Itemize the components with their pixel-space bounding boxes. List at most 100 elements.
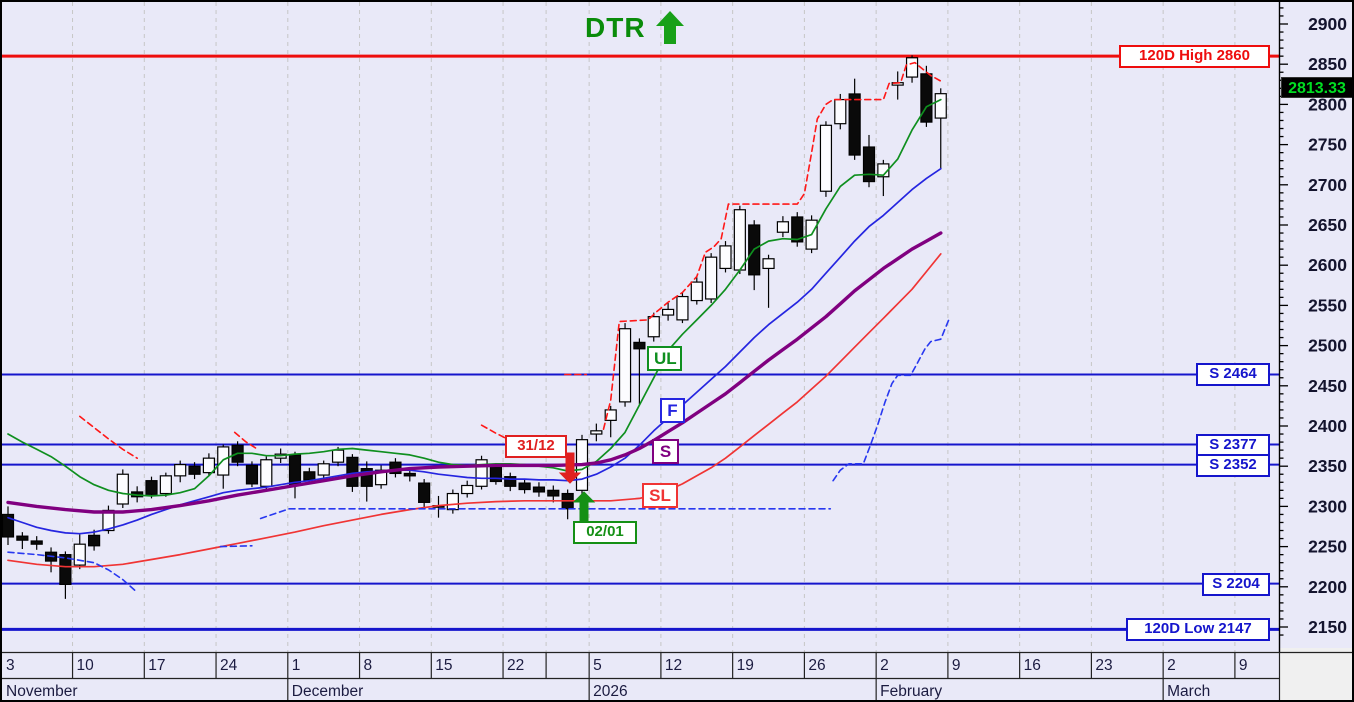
month-label: November bbox=[6, 683, 78, 700]
candle-body-up bbox=[776, 221, 790, 233]
y-axis-label: 2500 bbox=[1308, 336, 1347, 356]
week-label: 2 bbox=[880, 657, 889, 674]
candle-body-down bbox=[360, 468, 373, 487]
candle-body-down bbox=[30, 540, 43, 545]
candle-body-up bbox=[475, 459, 488, 487]
y-axis-label: 2700 bbox=[1308, 175, 1347, 195]
candle-body-up bbox=[618, 328, 632, 403]
candle-body-up bbox=[647, 316, 660, 338]
month-label: December bbox=[292, 683, 364, 700]
y-axis-label: 2350 bbox=[1308, 456, 1347, 476]
indicator-line-trail-blue bbox=[219, 544, 253, 548]
candle-body-up bbox=[604, 409, 617, 421]
candle-body-up bbox=[719, 245, 732, 270]
week-label: 26 bbox=[808, 657, 825, 674]
candle-body-up bbox=[73, 543, 86, 566]
candle-body-up bbox=[590, 430, 603, 435]
annotation-arrow-down-icon bbox=[558, 452, 582, 484]
candle-body-down bbox=[145, 480, 158, 495]
candle-body-down bbox=[87, 534, 101, 547]
candle-body-down bbox=[188, 465, 201, 475]
week-label: 3 bbox=[6, 657, 15, 674]
candle-body-up bbox=[705, 256, 718, 300]
y-axis-label: 2400 bbox=[1308, 416, 1347, 436]
indicator-line-trail-blue bbox=[832, 317, 951, 482]
candle-body-up bbox=[331, 449, 345, 463]
candle-body-up bbox=[446, 492, 459, 511]
candle-body-down bbox=[346, 456, 359, 487]
y-axis-label: 2800 bbox=[1308, 94, 1347, 114]
candle-body-down bbox=[518, 482, 531, 491]
y-axis-label: 2200 bbox=[1308, 577, 1347, 597]
candle-body-up bbox=[819, 124, 833, 192]
week-label: 2 bbox=[1167, 657, 1176, 674]
candle-body-up bbox=[676, 295, 689, 321]
indicator-line-trail-blue bbox=[7, 551, 138, 594]
week-label: 8 bbox=[364, 657, 373, 674]
candle-body-up bbox=[834, 98, 847, 125]
week-label: 15 bbox=[435, 657, 452, 674]
candle-body-down bbox=[389, 461, 402, 475]
week-label: 17 bbox=[148, 657, 165, 674]
candle-body-down bbox=[2, 513, 15, 538]
week-label: 16 bbox=[1024, 657, 1041, 674]
y-axis-label: 2650 bbox=[1308, 215, 1347, 235]
candle-body-down bbox=[848, 93, 861, 156]
y-axis-background bbox=[1279, 2, 1352, 648]
month-label: March bbox=[1167, 683, 1210, 700]
candle-body-down bbox=[59, 554, 72, 585]
indicator-line-trail-red bbox=[233, 431, 259, 451]
week-label: 22 bbox=[507, 657, 524, 674]
week-label: 5 bbox=[593, 657, 602, 674]
y-axis-label: 2750 bbox=[1308, 135, 1347, 155]
candle-body-up bbox=[174, 463, 187, 477]
x-axis-background bbox=[2, 652, 1279, 700]
y-axis-label: 2150 bbox=[1308, 617, 1347, 637]
candle-body-up bbox=[461, 484, 474, 495]
week-label: 1 bbox=[292, 657, 301, 674]
candle-body-up bbox=[116, 473, 129, 505]
candle-body-up bbox=[202, 457, 215, 474]
candle-body-up bbox=[317, 463, 330, 476]
week-label: 9 bbox=[952, 657, 961, 674]
indicator-line-s bbox=[6, 231, 943, 514]
candle-body-up bbox=[934, 93, 947, 119]
indicator-line-f bbox=[7, 167, 942, 535]
y-axis-label: 2250 bbox=[1308, 537, 1347, 557]
y-axis-label: 2900 bbox=[1308, 14, 1347, 34]
candle-body-down bbox=[403, 472, 416, 477]
y-axis-label: 2300 bbox=[1308, 496, 1347, 516]
y-axis-label: 2450 bbox=[1308, 376, 1347, 396]
candle-body-up bbox=[690, 281, 703, 302]
y-axis-label: 2550 bbox=[1308, 295, 1347, 315]
indicator-line-trail-red bbox=[79, 415, 138, 460]
candle-body-down bbox=[288, 454, 302, 486]
week-label: 23 bbox=[1095, 657, 1112, 674]
plot-background bbox=[2, 2, 1279, 652]
indicator-line-trail-red bbox=[602, 61, 942, 431]
month-label: 2026 bbox=[593, 683, 627, 700]
week-label: 10 bbox=[77, 657, 95, 674]
y-axis-label: 2600 bbox=[1308, 255, 1347, 275]
candle-body-down bbox=[245, 464, 259, 485]
annotation-arrow-up-icon bbox=[572, 491, 596, 522]
candle-body-down bbox=[16, 535, 29, 541]
week-label: 12 bbox=[665, 657, 682, 674]
candle-body-down bbox=[920, 73, 933, 123]
candle-body-down bbox=[504, 476, 517, 487]
candle-body-down bbox=[633, 341, 646, 350]
week-label: 19 bbox=[737, 657, 754, 674]
candle-body-up bbox=[905, 57, 919, 78]
candle-body-down bbox=[418, 482, 431, 503]
candle-body-down bbox=[547, 489, 560, 497]
candle-body-up bbox=[733, 209, 746, 271]
candle-body-down bbox=[862, 146, 876, 183]
candle-body-down bbox=[791, 216, 804, 243]
candle-body-up bbox=[260, 459, 273, 487]
candle-body-down bbox=[532, 486, 546, 493]
month-label: February bbox=[880, 683, 942, 700]
candle-body-down bbox=[303, 471, 316, 481]
week-label: 24 bbox=[220, 657, 238, 674]
